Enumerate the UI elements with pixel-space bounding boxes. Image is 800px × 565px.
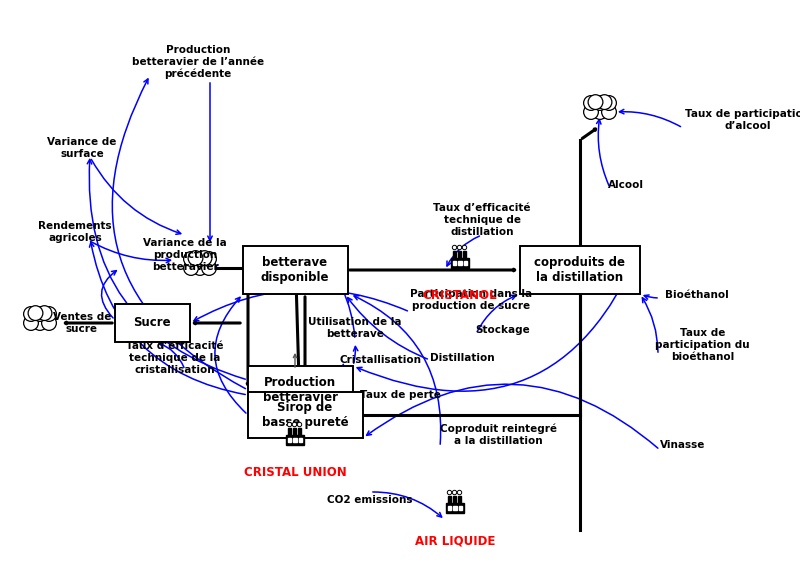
Circle shape (193, 260, 207, 275)
Circle shape (202, 251, 216, 266)
Circle shape (593, 105, 607, 119)
Circle shape (184, 251, 198, 266)
Text: AIR LIQUIDE: AIR LIQUIDE (415, 534, 495, 547)
Bar (448, 506, 451, 510)
Bar (463, 251, 466, 258)
Circle shape (28, 306, 43, 320)
Circle shape (597, 95, 612, 110)
Text: Ventes de
sucre: Ventes de sucre (53, 312, 111, 334)
Circle shape (33, 316, 47, 331)
Circle shape (584, 105, 598, 119)
Bar (247, 392, 362, 438)
Circle shape (287, 422, 292, 427)
Bar (458, 496, 461, 503)
Circle shape (37, 306, 52, 320)
Text: Cristallisation: Cristallisation (340, 355, 422, 365)
Bar (288, 428, 291, 435)
Circle shape (584, 95, 598, 110)
Bar (298, 437, 302, 442)
Text: Stockage: Stockage (475, 325, 530, 335)
Circle shape (193, 251, 207, 266)
Text: Sirop de
basse pureté: Sirop de basse pureté (262, 401, 348, 429)
Bar (293, 437, 297, 442)
Circle shape (452, 490, 457, 495)
Bar (242, 246, 347, 294)
Bar (520, 246, 640, 294)
Bar (446, 503, 464, 513)
Bar (114, 304, 190, 342)
Text: CRISTANOL: CRISTANOL (422, 289, 498, 302)
Circle shape (24, 307, 38, 321)
Circle shape (458, 245, 462, 250)
Text: CO2 emissions: CO2 emissions (327, 495, 413, 505)
Bar (464, 260, 467, 265)
Text: Taux d’efficacité
technique de la
cristallisation: Taux d’efficacité technique de la crista… (126, 341, 224, 375)
Text: Production
betteravier: Production betteravier (262, 376, 338, 404)
Circle shape (593, 95, 607, 110)
Circle shape (42, 307, 56, 321)
Text: Distillation: Distillation (430, 353, 494, 363)
Circle shape (602, 95, 616, 110)
Text: Rendements
agricoles: Rendements agricoles (38, 221, 112, 243)
Text: Variance de
surface: Variance de surface (47, 137, 117, 159)
Bar (451, 258, 469, 268)
Circle shape (202, 260, 216, 275)
Bar (453, 496, 456, 503)
Circle shape (602, 105, 616, 119)
Bar (298, 428, 301, 435)
Text: Alcool: Alcool (608, 180, 644, 190)
Text: Taux de
participation du
bioéthanol: Taux de participation du bioéthanol (655, 328, 750, 362)
Circle shape (33, 307, 47, 321)
Text: Vinasse: Vinasse (660, 440, 706, 450)
Text: Participation dans la
production de sucre: Participation dans la production de sucr… (410, 289, 532, 311)
Text: Coproduit reintegré
a la distillation: Coproduit reintegré a la distillation (440, 424, 557, 446)
Text: Production
betteravier de l’année
précédente: Production betteravier de l’année précéd… (132, 45, 264, 79)
Circle shape (184, 260, 198, 275)
Text: Taux de perte: Taux de perte (360, 390, 441, 400)
Circle shape (447, 490, 452, 495)
Circle shape (462, 245, 466, 250)
Bar (458, 506, 462, 510)
Bar (453, 506, 457, 510)
Bar (458, 260, 462, 265)
Circle shape (188, 251, 203, 266)
Circle shape (197, 251, 212, 266)
Text: coproduits de
la distillation: coproduits de la distillation (534, 256, 626, 284)
Bar (288, 437, 291, 442)
Bar (293, 428, 296, 435)
Circle shape (24, 316, 38, 331)
Bar (247, 366, 353, 414)
Circle shape (292, 422, 297, 427)
Text: Taux de participation
d’alcool: Taux de participation d’alcool (685, 109, 800, 131)
Bar (448, 496, 451, 503)
Circle shape (298, 422, 302, 427)
Text: Utilisation de la
betterave: Utilisation de la betterave (308, 317, 402, 339)
Circle shape (42, 316, 56, 331)
Circle shape (452, 245, 457, 250)
Bar (286, 435, 304, 445)
Text: Variance de la
production
betteravier: Variance de la production betteravier (143, 238, 227, 272)
Circle shape (588, 95, 603, 110)
Text: Bioéthanol: Bioéthanol (665, 290, 729, 300)
Bar (453, 251, 456, 258)
Text: Taux d’efficacité
technique de
distillation: Taux d’efficacité technique de distillat… (434, 203, 530, 237)
Bar (458, 251, 461, 258)
Text: CRISTAL UNION: CRISTAL UNION (244, 466, 346, 479)
Text: betterave
disponible: betterave disponible (261, 256, 330, 284)
Text: Sucre: Sucre (133, 316, 171, 329)
Circle shape (458, 490, 462, 495)
Bar (453, 260, 456, 265)
